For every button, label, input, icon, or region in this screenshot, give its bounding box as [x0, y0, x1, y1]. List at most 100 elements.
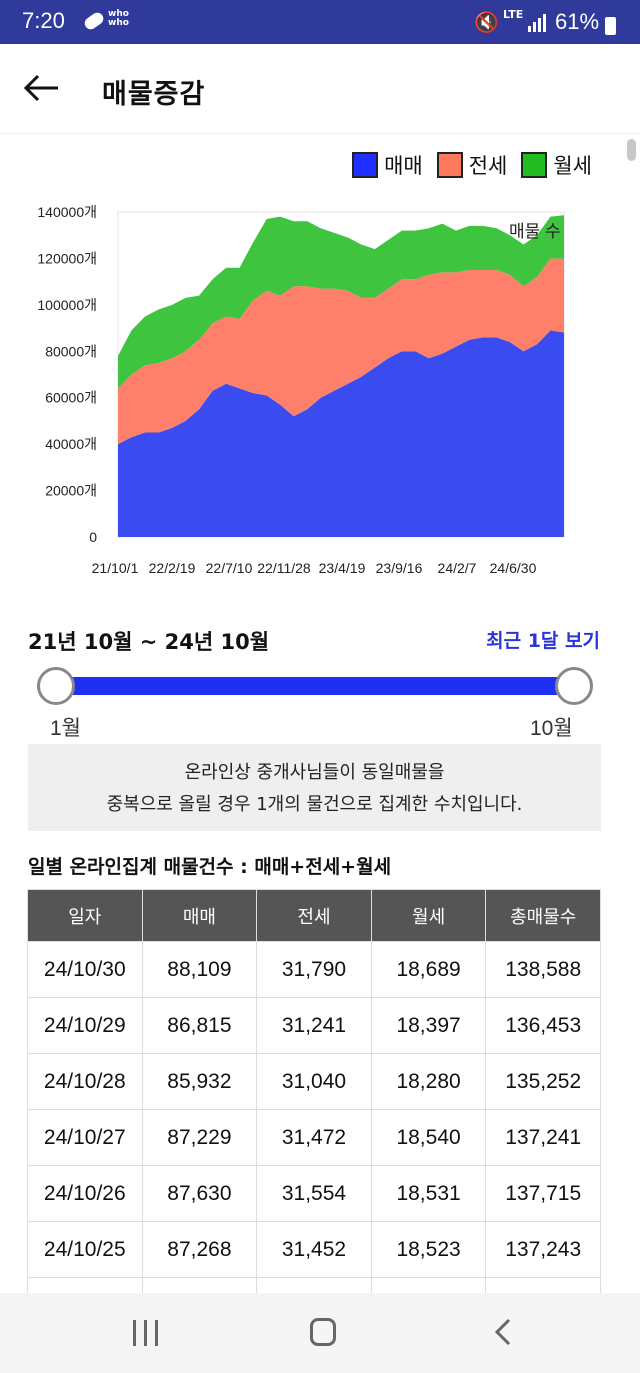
legend-item-jeonse: 전세: [436, 150, 508, 180]
mute-icon: 🔇: [474, 10, 499, 34]
column-header: 월세: [370, 889, 487, 942]
listing-count-chart: 0 20000개 40000개 60000개 80000개 100000개 120000개 1…: [37, 204, 565, 576]
table-cell: 136,453: [485, 997, 601, 1054]
pill-icon: [82, 10, 106, 32]
table-cell: 24/10/29: [27, 997, 143, 1054]
table-cell: 138,588: [485, 941, 601, 998]
range-end-label: 10월: [530, 717, 573, 740]
legend-swatch: [521, 152, 548, 178]
status-time: 7:20: [22, 8, 65, 33]
y-tick-label: 140000개: [37, 204, 97, 220]
table-row: 24/10/30 88,109 31,790 18,689 138,588: [27, 941, 601, 998]
notice-box: 온라인상 중개사님들이 동일매물을 중복으로 올릴 경우 1개의 물건으로 집계…: [28, 744, 601, 831]
signal-icon: [528, 14, 548, 32]
whowho-icon: who who: [108, 9, 129, 28]
table-cell: 86,815: [141, 997, 258, 1054]
table-cell: 137,243: [485, 1221, 601, 1278]
y-tick-label: 40000개: [45, 436, 97, 452]
y-tick-label: 120000개: [37, 250, 97, 266]
notice-line: 중복으로 올릴 경우 1개의 물건으로 집계한 수치입니다.: [106, 794, 523, 815]
table-cell: 85,932: [141, 1053, 258, 1110]
table-cell: 87,229: [141, 1109, 258, 1166]
notice-line: 온라인상 중개사님들이 동일매물을: [184, 762, 445, 783]
table-cell: 87,268: [141, 1221, 258, 1278]
table-cell: 137,715: [485, 1165, 601, 1222]
table-cell: 87,630: [141, 1165, 258, 1222]
page-title: 매물증감: [102, 79, 206, 110]
legend-label: 전세: [468, 154, 508, 178]
x-tick-label: 22/7/10: [206, 560, 253, 576]
range-slider-start-handle[interactable]: [37, 667, 75, 705]
y-tick-label: 100000개: [37, 297, 97, 313]
area-series-1: [118, 258, 564, 445]
table-cell: 31,241: [256, 997, 372, 1054]
table-cell: 18,280: [370, 1053, 487, 1110]
y-tick-label: 20000개: [45, 483, 97, 499]
system-nav-bar: [0, 1293, 640, 1373]
battery-icon: [605, 17, 616, 35]
y-tick-label: 0: [89, 529, 97, 545]
range-slider-end-handle[interactable]: [555, 667, 593, 705]
table-cell: 137,241: [485, 1109, 601, 1166]
x-tick-label: 24/2/7: [438, 560, 477, 576]
table-cell: 24/10/30: [27, 941, 143, 998]
column-header: 일자: [27, 889, 143, 942]
app-header: 매물증감: [0, 44, 640, 134]
table-cell: 31,452: [256, 1221, 372, 1278]
x-tick-label: 22/11/28: [257, 560, 311, 576]
table-cell: 88,109: [141, 941, 258, 998]
table-header-row: 일자 매매 전세 월세 총매물수: [27, 889, 601, 942]
table-cell: 24/10/26: [27, 1165, 143, 1222]
series-label: 매물 수: [509, 222, 561, 241]
legend-label: 월세: [553, 154, 592, 178]
table-cell: 18,523: [370, 1221, 487, 1278]
x-tick-label: 23/9/16: [376, 560, 423, 576]
table-row: 24/10/28 85,932 31,040 18,280 135,252: [27, 1053, 601, 1110]
table-cell: 135,252: [485, 1053, 601, 1110]
x-tick-label: 23/4/19: [319, 560, 366, 576]
range-start-label: 1월: [50, 717, 81, 740]
table-cell: 18,531: [370, 1165, 487, 1222]
table-row: 24/10/25 87,268 31,452 18,523 137,243: [27, 1221, 601, 1278]
table-row: 24/10/27 87,229 31,472 18,540 137,241: [27, 1109, 601, 1166]
legend-item-monthly: 월세: [521, 150, 592, 180]
table-title: 일별 온라인집계 매물건수 : 매매+전세+월세: [28, 856, 392, 878]
table-cell: 24/10/28: [27, 1053, 143, 1110]
daily-listing-table: 일자 매매 전세 월세 총매물수 24/10/30 88,109 31,790 18,…: [27, 889, 601, 1334]
x-tick-label: 24/6/30: [490, 560, 537, 576]
home-icon[interactable]: [310, 1318, 336, 1346]
table-row: 24/10/26 87,630 31,554 18,531 137,715: [27, 1165, 601, 1222]
back-arrow-icon[interactable]: [22, 70, 62, 106]
recent-month-button[interactable]: 최근 1달 보기: [486, 630, 600, 652]
table-row: 24/10/29 86,815 31,241 18,397 136,453: [27, 997, 601, 1054]
nav-back-icon[interactable]: [492, 1317, 514, 1347]
column-header: 전세: [256, 889, 372, 942]
scrollbar[interactable]: [627, 139, 636, 161]
area-series-0: [118, 330, 564, 537]
table-cell: 24/10/27: [27, 1109, 143, 1166]
range-slider-track[interactable]: [56, 677, 574, 695]
x-tick-label: 21/10/1: [92, 560, 139, 576]
status-bar: 7:20 who who 🔇 LTE 61%: [0, 0, 640, 44]
table-cell: 18,540: [370, 1109, 487, 1166]
table-cell: 18,689: [370, 941, 487, 998]
table-cell: 24/10/25: [27, 1221, 143, 1278]
table-cell: 31,472: [256, 1109, 372, 1166]
table-cell: 31,790: [256, 941, 372, 998]
column-header: 총매물수: [485, 889, 601, 942]
legend-swatch: [436, 152, 463, 178]
y-tick-label: 80000개: [45, 343, 97, 359]
recents-icon[interactable]: [133, 1320, 159, 1346]
y-tick-label: 60000개: [45, 390, 97, 406]
chart-legend: 매매 전세 월세: [352, 150, 592, 180]
legend-label: 매매: [384, 154, 423, 178]
column-header: 매매: [141, 889, 258, 942]
legend-item-sale: 매매: [352, 150, 423, 180]
battery-percent: 61%: [555, 9, 600, 34]
table-cell: 18,397: [370, 997, 487, 1054]
table-cell: 31,554: [256, 1165, 372, 1222]
table-cell: 31,040: [256, 1053, 372, 1110]
date-range-title: 21년 10월 ~ 24년 10월: [28, 630, 270, 654]
x-tick-label: 22/2/19: [149, 560, 196, 576]
legend-swatch: [352, 152, 379, 178]
